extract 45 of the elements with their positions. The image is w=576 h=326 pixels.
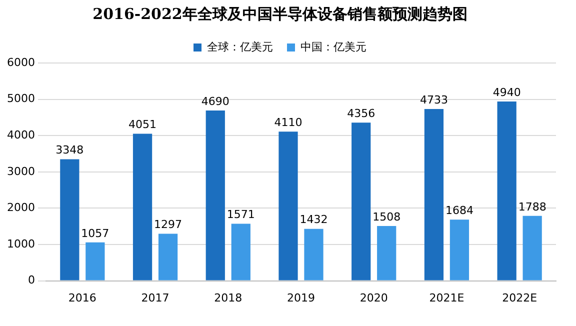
data-label: 1571 xyxy=(226,208,255,222)
x-tick-label: 2022E xyxy=(502,291,538,304)
data-label: 1432 xyxy=(300,213,328,226)
bar xyxy=(158,234,178,280)
bar xyxy=(522,216,542,280)
bar xyxy=(352,122,371,280)
x-tick-label: 2019 xyxy=(286,291,315,304)
bar xyxy=(424,108,444,280)
data-label: 4733 xyxy=(420,93,448,106)
bar xyxy=(450,220,470,280)
y-tick-label: 3000 xyxy=(6,164,35,178)
bar xyxy=(86,242,105,280)
data-label: 1297 xyxy=(154,218,182,232)
bar xyxy=(304,228,324,280)
data-label: 4356 xyxy=(347,107,376,120)
y-tick-label: 1000 xyxy=(6,237,35,250)
bar xyxy=(60,159,80,280)
data-label: 1057 xyxy=(81,226,110,240)
y-tick-label: 4000 xyxy=(6,128,35,142)
bar xyxy=(278,132,298,280)
bar xyxy=(377,226,396,280)
legend-label: 全球：亿美元 xyxy=(207,40,273,54)
legend-label: 中国：亿美元 xyxy=(300,40,366,54)
bar xyxy=(231,224,250,280)
data-label: 4940 xyxy=(492,86,521,99)
data-label: 3348 xyxy=(56,144,84,157)
x-tick-label: 2017 xyxy=(141,291,170,304)
y-tick-label: 0 xyxy=(28,274,35,287)
x-tick-label: 2016 xyxy=(68,291,96,304)
y-tick-label: 6000 xyxy=(6,56,35,69)
data-label: 4690 xyxy=(201,94,230,108)
x-tick-label: 2020 xyxy=(360,291,388,304)
x-tick-label: 2021E xyxy=(429,291,464,304)
data-label: 1508 xyxy=(372,210,401,224)
data-label: 4110 xyxy=(274,116,302,129)
bar xyxy=(132,134,152,280)
data-label: 1684 xyxy=(445,204,474,218)
chart-title: 2016-2022年全球及中国半导体设备销售额预测趋势图 xyxy=(92,4,468,23)
bar xyxy=(206,110,225,280)
data-label: 1788 xyxy=(518,200,546,214)
bar xyxy=(497,101,516,280)
y-tick-label: 2000 xyxy=(6,201,35,214)
data-label: 4051 xyxy=(128,118,157,132)
y-tick-label: 5000 xyxy=(6,92,35,106)
x-tick-label: 2018 xyxy=(214,291,242,304)
